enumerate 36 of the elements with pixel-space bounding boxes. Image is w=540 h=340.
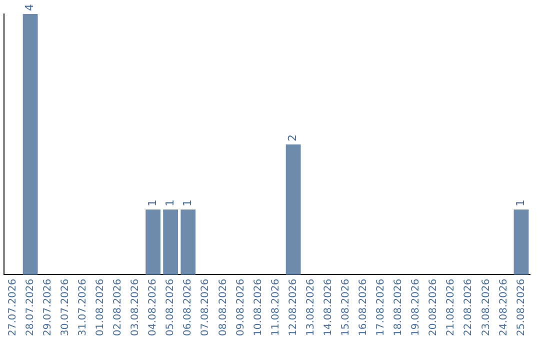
x-tick-label: 03.08.2026 bbox=[130, 278, 142, 336]
x-tick-label: 05.08.2026 bbox=[165, 278, 176, 336]
x-tick-label: 02.08.2026 bbox=[112, 278, 124, 336]
x-tick-label: 31.07.2026 bbox=[77, 278, 88, 336]
x-tick-label: 23.08.2026 bbox=[480, 278, 492, 336]
x-tick-label: 14.08.2026 bbox=[322, 278, 334, 336]
x-tick-label: 28.07.2026 bbox=[24, 278, 36, 336]
x-tick-label: 22.08.2026 bbox=[463, 278, 474, 336]
x-tick-label: 15.08.2026 bbox=[340, 278, 352, 336]
x-tick-label: 20.08.2026 bbox=[428, 278, 440, 336]
x-tick-label: 01.08.2026 bbox=[95, 278, 106, 336]
x-tick-label: 27.07.2026 bbox=[7, 278, 18, 336]
x-tick-label: 08.08.2026 bbox=[218, 278, 229, 336]
x-tick-label: 24.08.2026 bbox=[498, 278, 510, 336]
x-tick-label: 09.08.2026 bbox=[235, 278, 246, 336]
data-label: 1 bbox=[514, 200, 528, 207]
x-tick-label: 06.08.2026 bbox=[182, 278, 194, 336]
x-tick-label: 29.07.2026 bbox=[42, 278, 54, 336]
x-tick-label: 16.08.2026 bbox=[358, 278, 370, 336]
x-tick-label: 21.08.2026 bbox=[446, 278, 457, 336]
data-label: 2 bbox=[286, 134, 300, 142]
data-label: 1 bbox=[163, 200, 176, 207]
x-tick-label: 25.08.2026 bbox=[516, 278, 527, 336]
x-tick-label: 11.08.2026 bbox=[270, 278, 282, 336]
x-tick-label: 30.07.2026 bbox=[60, 278, 71, 336]
x-tick-label: 13.08.2026 bbox=[305, 278, 316, 336]
x-tick-label: 10.08.2026 bbox=[252, 278, 264, 336]
x-tick-label: 12.08.2026 bbox=[288, 278, 299, 336]
x-tick-label: 19.08.2026 bbox=[410, 278, 422, 336]
data-label: 1 bbox=[146, 200, 159, 207]
x-tick-label: 18.08.2026 bbox=[393, 278, 404, 336]
x-tick-label: 17.08.2026 bbox=[376, 278, 387, 336]
data-label: 1 bbox=[180, 200, 194, 207]
x-tick-label: 04.08.2026 bbox=[148, 278, 159, 336]
data-label: 4 bbox=[23, 4, 36, 11]
x-tick-label: 07.08.2026 bbox=[200, 278, 212, 336]
